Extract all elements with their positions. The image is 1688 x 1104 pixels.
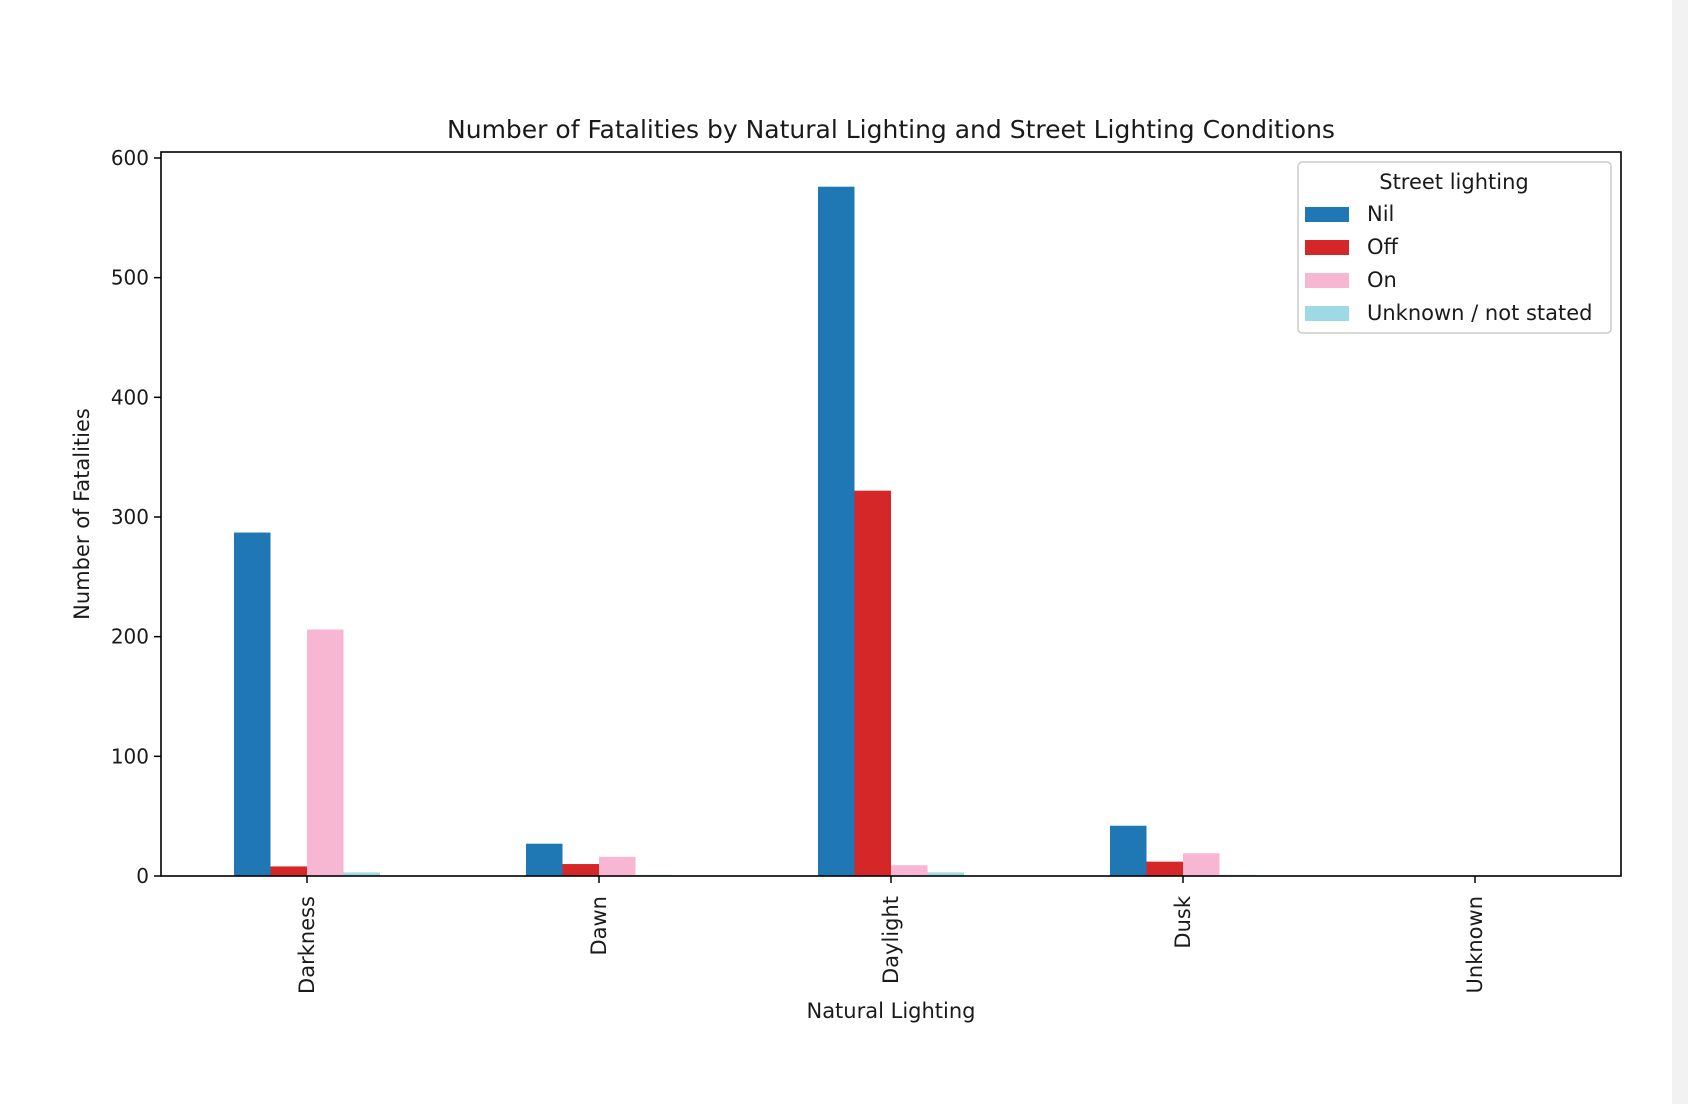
bar-dawn-on	[599, 856, 636, 876]
y-tick-label: 300	[111, 505, 149, 529]
bar-daylight-off	[854, 490, 891, 876]
bar-daylight-on	[891, 865, 928, 876]
legend-items: Nil Off On Unknown / not stated	[1305, 202, 1593, 325]
y-tick-label: 500	[111, 266, 149, 290]
bar-daylight-nil	[818, 186, 855, 877]
legend-box	[1297, 161, 1612, 334]
legend: Street lighting Nil Off On Unknown / not st…	[1297, 161, 1612, 334]
bar-dusk-on	[1183, 853, 1220, 876]
y-axis: 0 100 200 300 400 500 600	[111, 146, 161, 888]
y-axis-label: Number of Fatalities	[70, 408, 94, 620]
legend-title: Street lighting	[1379, 170, 1529, 194]
window-edge-strip	[1672, 0, 1688, 1104]
x-axis: Darkness Dawn Daylight Dusk Unknown	[295, 876, 1487, 994]
chart-title: Number of Fatalities by Natural Lighting…	[447, 115, 1335, 144]
legend-label-nil: Nil	[1367, 202, 1394, 226]
y-tick-label: 100	[111, 744, 149, 768]
y-tick-label: 400	[111, 385, 149, 409]
y-tick-label: 600	[111, 146, 149, 170]
legend-label-off: Off	[1367, 235, 1399, 259]
x-tick-label-darkness: Darkness	[295, 896, 319, 994]
bars-layer	[234, 186, 1256, 877]
legend-swatch-nil	[1305, 207, 1349, 222]
legend-label-unknown-not-stated: Unknown / not stated	[1367, 301, 1593, 325]
x-tick-label-unknown: Unknown	[1463, 896, 1487, 993]
x-tick-label-daylight: Daylight	[879, 896, 903, 984]
bar-daylight-unknown-not-stated	[927, 872, 964, 876]
bar-dawn-off	[562, 864, 599, 876]
bar-darkness-unknown-not-stated	[343, 872, 380, 876]
legend-swatch-unknown-not-stated	[1305, 306, 1349, 321]
bar-dawn-nil	[526, 843, 563, 876]
bar-darkness-off	[270, 866, 307, 876]
bar-dusk-nil	[1110, 825, 1147, 876]
legend-swatch-off	[1305, 240, 1349, 255]
bar-darkness-nil	[234, 532, 271, 876]
x-axis-label: Natural Lighting	[806, 999, 975, 1023]
x-tick-label-dawn: Dawn	[587, 896, 611, 956]
bar-darkness-on	[307, 629, 344, 876]
x-tick-label-dusk: Dusk	[1171, 895, 1195, 948]
y-tick-label: 200	[111, 625, 149, 649]
y-tick-label: 0	[136, 864, 149, 888]
bar-dusk-off	[1146, 861, 1183, 876]
legend-swatch-on	[1305, 273, 1349, 288]
legend-label-on: On	[1367, 268, 1397, 292]
